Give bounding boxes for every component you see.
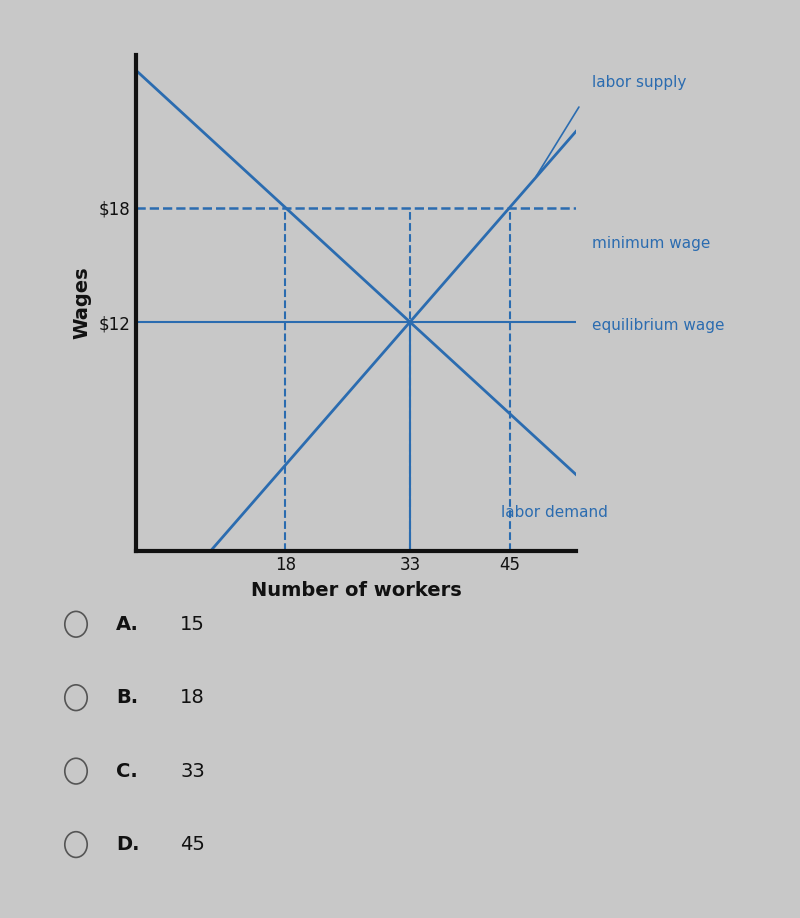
Y-axis label: Wages: Wages bbox=[73, 266, 92, 340]
Text: labor supply: labor supply bbox=[592, 75, 686, 90]
Text: 45: 45 bbox=[180, 835, 205, 854]
Text: equilibrium wage: equilibrium wage bbox=[592, 319, 725, 333]
Text: D.: D. bbox=[116, 835, 139, 854]
Text: minimum wage: minimum wage bbox=[592, 236, 710, 251]
Text: labor demand: labor demand bbox=[502, 505, 608, 521]
Text: 15: 15 bbox=[180, 615, 205, 633]
Text: B.: B. bbox=[116, 688, 138, 707]
Text: C.: C. bbox=[116, 762, 138, 780]
Text: 18: 18 bbox=[180, 688, 205, 707]
Text: A.: A. bbox=[116, 615, 139, 633]
X-axis label: Number of workers: Number of workers bbox=[250, 581, 462, 600]
Text: 33: 33 bbox=[180, 762, 205, 780]
